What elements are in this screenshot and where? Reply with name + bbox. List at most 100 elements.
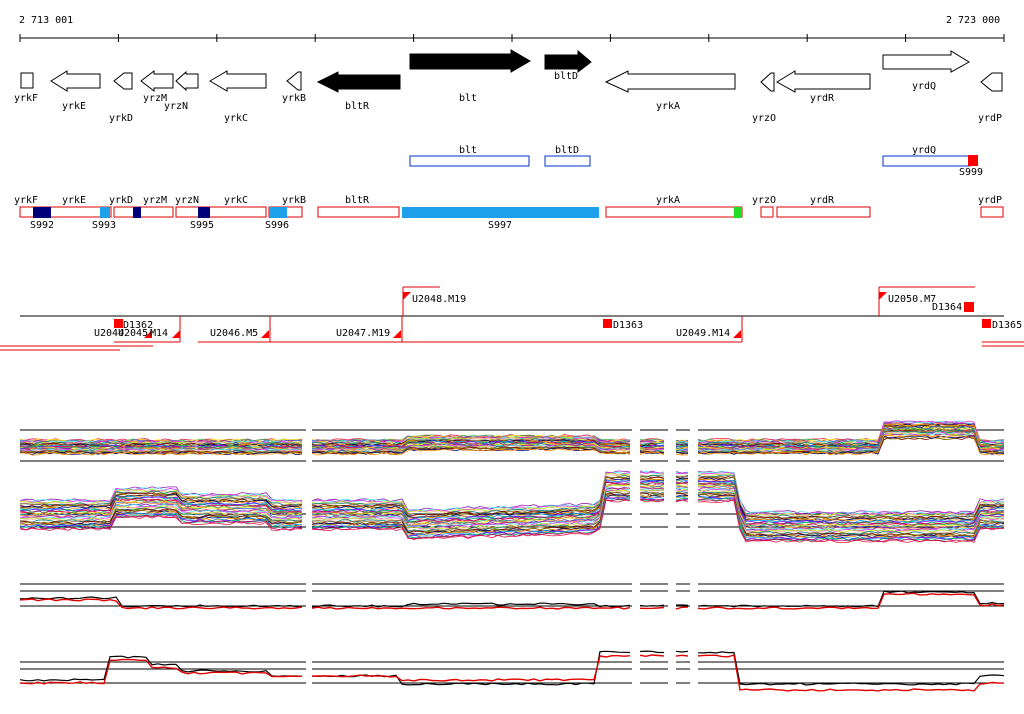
gene-label: yrdQ (912, 81, 936, 92)
segment-gene-label: yrkC (224, 195, 248, 206)
segment-gene-label: yrzM (143, 195, 167, 206)
feature-label: D1364 (932, 302, 962, 313)
site-label: S999 (959, 167, 983, 178)
feature-label: D1362 (123, 320, 153, 331)
site-label: S996 (265, 220, 289, 231)
marker-D1363[interactable] (603, 319, 612, 328)
site-segment-green[interactable] (734, 207, 742, 218)
segment-gene-label: yrkB (282, 195, 306, 206)
gene-yrkB[interactable] (286, 71, 302, 91)
site-label: S992 (30, 220, 54, 231)
segment-gene-label: yrdP (978, 195, 1002, 206)
gene-label: yrzN (164, 101, 188, 112)
terminator-flag[interactable] (261, 330, 269, 338)
segment-box[interactable] (175, 206, 267, 218)
gene-yrdR[interactable] (776, 70, 871, 93)
gene-yrkA[interactable] (604, 70, 736, 93)
site-label: S997 (488, 220, 512, 231)
gene-label: yrkF (14, 93, 38, 104)
gene-bltD[interactable] (544, 49, 592, 74)
site-segment-dark[interactable] (133, 207, 141, 218)
operon-label: blt (459, 145, 477, 156)
gene-yrzO[interactable] (760, 72, 775, 92)
feature-label: U2048.M19 (412, 294, 466, 305)
gene-yrkC[interactable] (209, 70, 267, 92)
site-segment-S996[interactable] (269, 207, 287, 218)
promoter-flag[interactable] (879, 292, 887, 300)
site-segment-S995[interactable] (198, 207, 210, 218)
segment-box[interactable] (776, 206, 871, 218)
gene-label: yrkA (656, 101, 680, 112)
gene-label: yrzM (143, 93, 167, 104)
gene-yrdP[interactable] (980, 72, 1003, 92)
terminator-flag[interactable] (393, 330, 401, 338)
feature-label: U2049.M14 (676, 328, 730, 339)
gene-yrzN[interactable] (175, 70, 199, 92)
site-segment-S993[interactable] (100, 207, 110, 218)
terminator-flag[interactable] (733, 330, 741, 338)
coordinate-ruler: 2 713 001 2 723 000 (19, 15, 1005, 42)
gene-label: bltD (554, 71, 578, 82)
gene-yrkD[interactable] (113, 72, 133, 90)
gene-yrkE[interactable] (50, 70, 101, 92)
gene-label: yrkE (62, 101, 86, 112)
gene-label: bltR (345, 101, 370, 112)
segment-box[interactable] (605, 206, 743, 218)
segment-gene-label: yrkD (109, 195, 133, 206)
site-label: S993 (92, 220, 116, 231)
segment-box[interactable] (19, 206, 112, 218)
feature-label: D1363 (613, 320, 643, 331)
gene-label: yrkC (224, 113, 248, 124)
segment-box[interactable] (113, 206, 174, 218)
gene-label: yrkD (109, 113, 133, 124)
feature-label: U2047.M19 (336, 328, 390, 339)
ruler-end-label: 2 723 000 (946, 15, 1000, 26)
feature-track: U2048.M19 U2050.M7 D1364 D1362 U2044 U20… (0, 286, 1024, 351)
segment-gene-label: yrkA (656, 195, 680, 206)
operon-box-yrdQ[interactable] (882, 155, 971, 167)
gene-bltR[interactable] (316, 71, 401, 93)
marker-D1365[interactable] (982, 319, 991, 328)
feature-label: U2045 (118, 328, 148, 339)
ruler-start-label: 2 713 001 (19, 15, 73, 26)
gene-label: blt (459, 93, 477, 104)
operon-box-blt[interactable] (409, 155, 530, 167)
segment-gene-label: yrkF (14, 195, 38, 206)
terminator-flag[interactable] (144, 330, 152, 338)
marker-D1364[interactable] (964, 302, 974, 312)
segment-gene-label: yrdR (810, 195, 835, 206)
gene-yrzM[interactable] (140, 69, 174, 93)
feature-label: U2046.M5 (210, 328, 258, 339)
site-label: S995 (190, 220, 214, 231)
site-segment-S997[interactable] (402, 207, 599, 218)
gene-label: yrkB (282, 93, 306, 104)
segment-gene-label: bltR (345, 195, 370, 206)
segment-box[interactable] (980, 206, 1004, 218)
site-marker-S999[interactable] (968, 155, 978, 166)
feature-label: D1365 (992, 320, 1022, 331)
site-segment-S992[interactable] (33, 207, 51, 218)
promoter-flag[interactable] (403, 292, 411, 300)
segment-gene-label: yrzN (175, 195, 199, 206)
segment-gene-label: yrzO (752, 195, 776, 206)
gene-yrdQ[interactable] (882, 50, 970, 73)
terminator-flag[interactable] (172, 330, 180, 338)
expression-panels (19, 420, 1005, 692)
gene-blt[interactable] (409, 49, 531, 73)
gene-label: yrzO (752, 113, 776, 124)
segment-gene-label: yrkE (62, 195, 86, 206)
operon-box-bltD[interactable] (544, 155, 591, 167)
marker-D1362[interactable] (114, 319, 123, 328)
segment-box[interactable] (760, 206, 774, 218)
gene-track: yrkF yrkE yrkD yrzM yrzN yrkC yrkB bltR … (14, 49, 1003, 124)
gene-yrkF[interactable] (20, 72, 34, 89)
operon-label: yrdQ (912, 145, 936, 156)
gene-label: yrdR (810, 93, 835, 104)
segment-box[interactable] (317, 206, 400, 218)
feature-label: M14 (150, 328, 168, 339)
operon-track: blt bltD yrdQ S999 (409, 145, 983, 178)
feature-label: U2050.M7 (888, 294, 936, 305)
operon-label: bltD (555, 145, 579, 156)
segment-track: yrkF yrkE yrkD yrzM yrzN yrkC yrkB bltR … (14, 195, 1004, 231)
